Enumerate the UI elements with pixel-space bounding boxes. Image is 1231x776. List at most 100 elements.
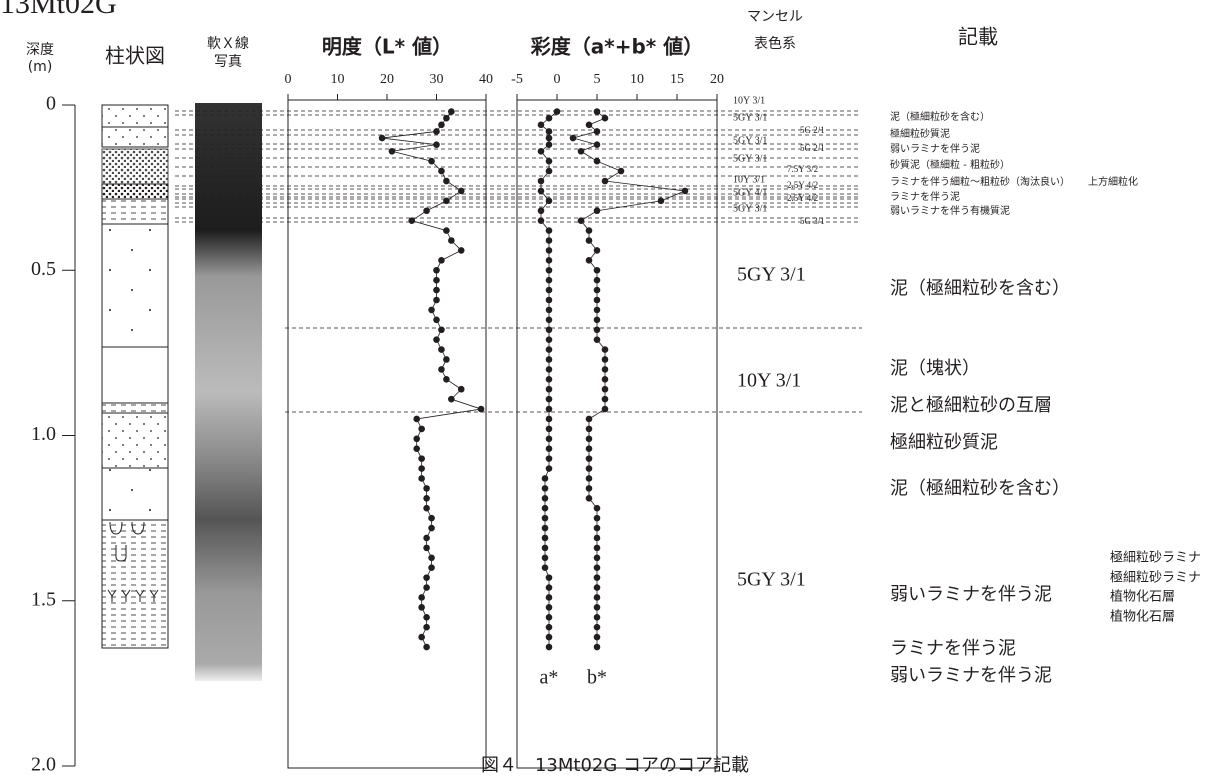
data-point <box>593 504 601 512</box>
data-point <box>537 121 545 129</box>
description-item: 植物化石層 <box>1110 610 1175 625</box>
data-point <box>443 197 450 205</box>
munsell-label: 10Y 3/1 <box>737 370 801 392</box>
data-point <box>541 514 549 522</box>
x-tick-label: 10 <box>331 72 345 87</box>
data-point <box>537 217 545 224</box>
data-point <box>408 217 416 224</box>
data-point <box>593 296 601 304</box>
data-point <box>593 544 601 552</box>
data-point <box>541 494 549 502</box>
chart-title: 明度（L* 値） <box>322 35 452 59</box>
data-point <box>428 157 435 165</box>
data-point <box>593 336 601 343</box>
data-point <box>537 147 545 155</box>
data-point <box>428 306 435 314</box>
caption: 図４ 13Mt02G コアのコア記載 <box>481 755 749 776</box>
description-item: 極細粒砂ラミナ <box>1110 570 1201 586</box>
data-point <box>423 584 430 591</box>
data-point <box>428 514 435 522</box>
y-tick-label: 0.5 <box>31 258 56 280</box>
data-point <box>418 594 425 601</box>
data-point <box>593 633 601 641</box>
data-point <box>545 134 553 142</box>
data-point <box>545 157 553 165</box>
data-point <box>545 197 553 205</box>
data-point <box>593 514 601 522</box>
data-point <box>438 257 445 264</box>
munsell-label: 5G 2/1 <box>800 143 825 153</box>
data-point <box>477 405 485 413</box>
data-point <box>601 356 609 363</box>
data-point <box>433 316 440 324</box>
data-point <box>593 306 601 314</box>
data-point <box>541 534 549 542</box>
y-tick-label: 1.0 <box>31 423 56 445</box>
data-point <box>433 296 440 304</box>
data-point <box>545 286 553 294</box>
data-point <box>593 207 601 215</box>
data-point <box>545 257 553 264</box>
data-point <box>601 346 609 353</box>
data-point <box>438 121 445 129</box>
data-point <box>593 594 601 601</box>
data-point <box>545 405 553 413</box>
depth-header: (m) <box>28 59 53 75</box>
data-point <box>593 623 601 631</box>
data-point <box>413 435 421 443</box>
data-point <box>545 237 553 244</box>
data-point <box>418 475 425 482</box>
data-point <box>545 376 553 383</box>
x-tick-label: 30 <box>430 72 444 87</box>
data-point <box>593 524 601 532</box>
data-point <box>545 141 553 148</box>
plot-frame <box>516 99 718 769</box>
data-point <box>593 266 601 274</box>
data-point <box>545 247 553 254</box>
data-point <box>545 356 553 363</box>
description-item: 極細粒砂質泥 <box>890 127 950 140</box>
data-point <box>545 455 553 462</box>
y-tick-label: 0 <box>46 93 56 115</box>
x-tick-label: 20 <box>710 72 724 87</box>
data-point <box>545 114 553 122</box>
data-point <box>585 435 593 443</box>
data-point <box>553 108 561 115</box>
data-point <box>541 524 549 532</box>
munsell-label: 5GY 3/1 <box>733 112 767 123</box>
data-point <box>593 574 601 581</box>
x-tick-label: 15 <box>670 72 684 87</box>
data-point <box>545 415 553 423</box>
data-point <box>593 108 601 115</box>
data-point <box>457 385 465 393</box>
munsell-label: 5GY 3/1 <box>733 135 767 146</box>
series-label: a* <box>540 667 559 689</box>
data-point <box>585 494 593 502</box>
data-point <box>418 455 425 462</box>
data-point <box>438 167 445 175</box>
data-point <box>448 237 455 244</box>
data-point <box>413 415 421 423</box>
data-point <box>545 643 553 651</box>
data-point <box>585 257 593 264</box>
data-point <box>545 395 553 403</box>
data-point <box>545 425 553 433</box>
data-point <box>545 336 553 343</box>
data-point <box>418 633 425 641</box>
munsell-label: 5GY 3/1 <box>737 264 806 286</box>
x-tick-label: 20 <box>380 72 394 87</box>
data-point <box>423 544 430 552</box>
y-tick-label: 2.0 <box>31 754 56 776</box>
munsell-label: 2.5Y 4/2 <box>787 180 818 190</box>
data-point <box>423 485 430 492</box>
description-item: 砂質泥（極細粒 - 粗粒砂） <box>890 158 1010 171</box>
data-point <box>545 366 553 373</box>
data-point <box>541 554 549 562</box>
data-point <box>423 534 430 542</box>
data-point <box>601 405 609 413</box>
description-item: 極細粒砂ラミナ <box>1110 550 1201 566</box>
data-point <box>545 316 553 324</box>
data-point <box>428 554 435 562</box>
data-point <box>438 326 445 334</box>
data-point <box>545 296 553 304</box>
